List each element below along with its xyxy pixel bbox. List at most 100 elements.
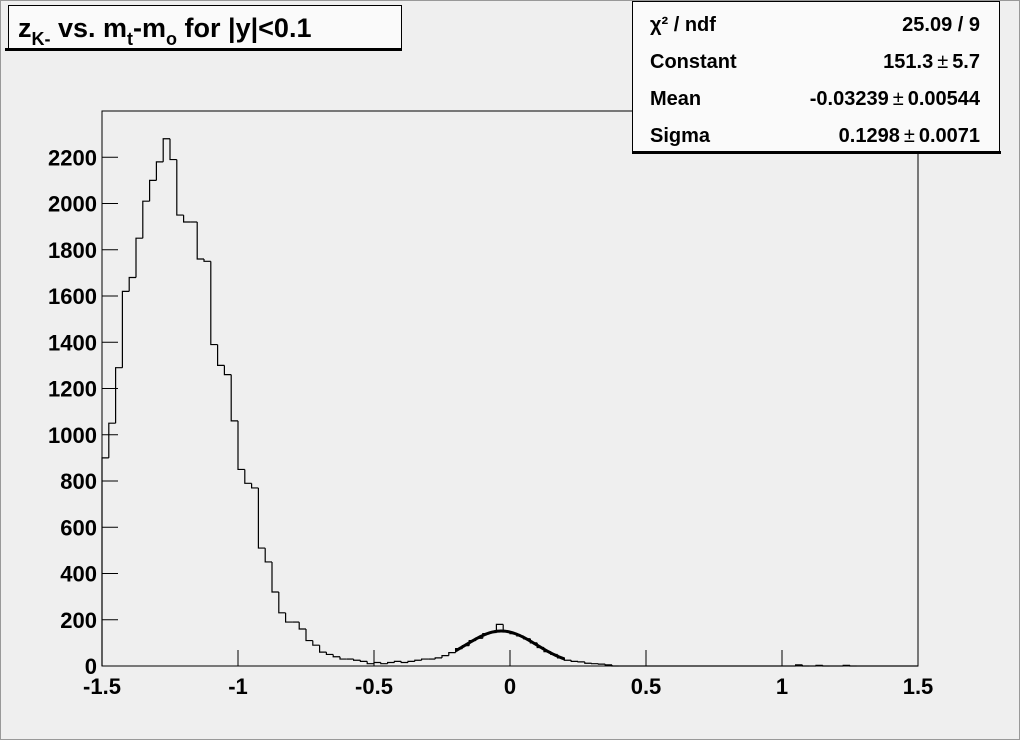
histogram-bin (373, 661, 381, 664)
title-box (8, 5, 402, 50)
y-tick-label: 600 (60, 515, 97, 540)
histogram-bin (251, 483, 259, 489)
histogram-bin (183, 215, 191, 223)
y-tick-label: 1200 (48, 377, 97, 402)
histogram-bin (210, 261, 218, 346)
histogram-bin (142, 200, 150, 239)
x-tick-label: 0 (504, 674, 516, 699)
histogram-bin (237, 420, 245, 471)
stats-plus-minus: ± (893, 88, 904, 110)
histogram-bin (407, 660, 415, 663)
y-tick-label: 200 (60, 608, 97, 633)
histogram-bin (305, 629, 313, 642)
histogram-bin (108, 422, 116, 458)
stats-shadow (632, 151, 1001, 154)
plot-frame (101, 110, 919, 667)
histogram-bin (162, 138, 170, 162)
histogram-bin (387, 661, 395, 664)
title-subscript: K- (32, 29, 51, 49)
histogram-bin (101, 457, 109, 666)
histogram-bin (400, 661, 408, 664)
y-tick-label: 1400 (48, 330, 97, 355)
histogram-bin (584, 661, 592, 664)
histogram-bin (325, 652, 334, 656)
histogram-bin (380, 662, 388, 665)
histogram-bin (842, 664, 850, 666)
histogram-bin (319, 645, 327, 653)
stats-plus-minus: ± (937, 51, 948, 73)
histogram-bin (448, 651, 456, 656)
histogram-bin (414, 659, 422, 662)
histogram-bin (611, 664, 619, 667)
fit-curve (454, 629, 565, 661)
x-tick-label: 1.5 (903, 674, 934, 699)
histogram-bin (822, 665, 830, 667)
title-part: -m (133, 13, 166, 43)
histogram-bin (264, 548, 272, 563)
stats-number: 25.09 / 9 (902, 14, 980, 36)
y-tick-label: 2200 (48, 145, 97, 170)
histogram-bin (795, 664, 803, 666)
histogram-bin (849, 665, 857, 667)
x-tick-label: -1 (228, 674, 248, 699)
histogram-bin (257, 487, 266, 549)
stats-box (632, 1, 1000, 153)
histogram-bin (339, 656, 347, 660)
histogram-bin (570, 660, 578, 662)
stats-error: 0.00544 (908, 88, 981, 110)
stats-error: 5.7 (952, 51, 980, 73)
histogram-bin (441, 654, 449, 658)
stats-label: Sigma (650, 125, 711, 147)
histogram-bin (196, 222, 204, 260)
y-tick-label: 800 (60, 469, 97, 494)
x-tick-label: 1 (776, 674, 788, 699)
stats-value: 151.3 ±5.7 (883, 51, 980, 73)
histogram-bin (815, 664, 823, 666)
histogram-bin (223, 365, 232, 376)
histogram-bin (801, 664, 810, 667)
histogram-bin (203, 259, 211, 262)
histogram-bin (604, 664, 612, 666)
y-tick-label: 1600 (48, 284, 97, 309)
histogram-bin (332, 654, 340, 658)
y-tick-label: 1800 (48, 238, 97, 263)
stats-plus-minus: ± (904, 125, 915, 147)
histogram-bin (155, 161, 164, 181)
title-subscript: t (127, 29, 133, 49)
histogram-bin (217, 344, 225, 366)
histogram-bin (312, 640, 320, 646)
stats-label: Constant (650, 51, 737, 73)
histogram-bin (298, 622, 306, 630)
histogram-bin (230, 374, 238, 422)
histogram-bin (366, 661, 374, 665)
x-tick-label: -1.5 (83, 674, 121, 699)
histogram-bin (176, 159, 184, 216)
x-tick-label: 0.5 (631, 674, 662, 699)
stats-value: 0.1298 ±0.0071 (839, 125, 980, 147)
histogram-bin (135, 237, 143, 278)
histogram-bin (278, 592, 286, 614)
title-subscript: o (166, 29, 177, 49)
stats-label: χ² / ndf (650, 14, 716, 36)
histogram-bin (353, 659, 361, 661)
histogram-bin (115, 367, 123, 424)
histogram-bin (421, 658, 429, 661)
histogram-bin (149, 179, 157, 202)
y-tick-label: 1000 (48, 423, 97, 448)
histogram-bin (285, 612, 293, 623)
plot: 0 200 400 600 800 1000 1200 1400 1600 1800 2000 220… (48, 138, 934, 699)
histogram-bin (495, 623, 504, 633)
stats-value: -0.03239 ±0.00544 (810, 88, 981, 110)
title-shadow (5, 48, 402, 51)
histogram-bin (434, 657, 442, 660)
histogram-bin (271, 561, 279, 593)
y-tick-label: 0 (85, 654, 97, 679)
histogram-bin (128, 276, 136, 292)
histogram-bin (121, 290, 130, 368)
y-tick-label: 2000 (48, 192, 97, 217)
histogram-bin (244, 469, 252, 484)
y-tick-label: 400 (60, 562, 97, 587)
